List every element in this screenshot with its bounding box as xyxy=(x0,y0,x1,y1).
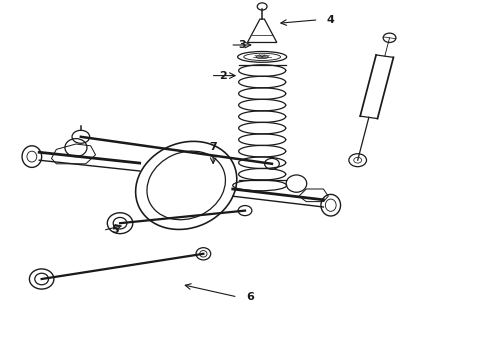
Text: 3: 3 xyxy=(239,40,246,50)
Text: 2: 2 xyxy=(219,71,227,81)
Text: 6: 6 xyxy=(246,292,254,302)
Text: 7: 7 xyxy=(209,141,217,152)
Text: 5: 5 xyxy=(111,225,119,235)
Text: 4: 4 xyxy=(327,15,335,25)
